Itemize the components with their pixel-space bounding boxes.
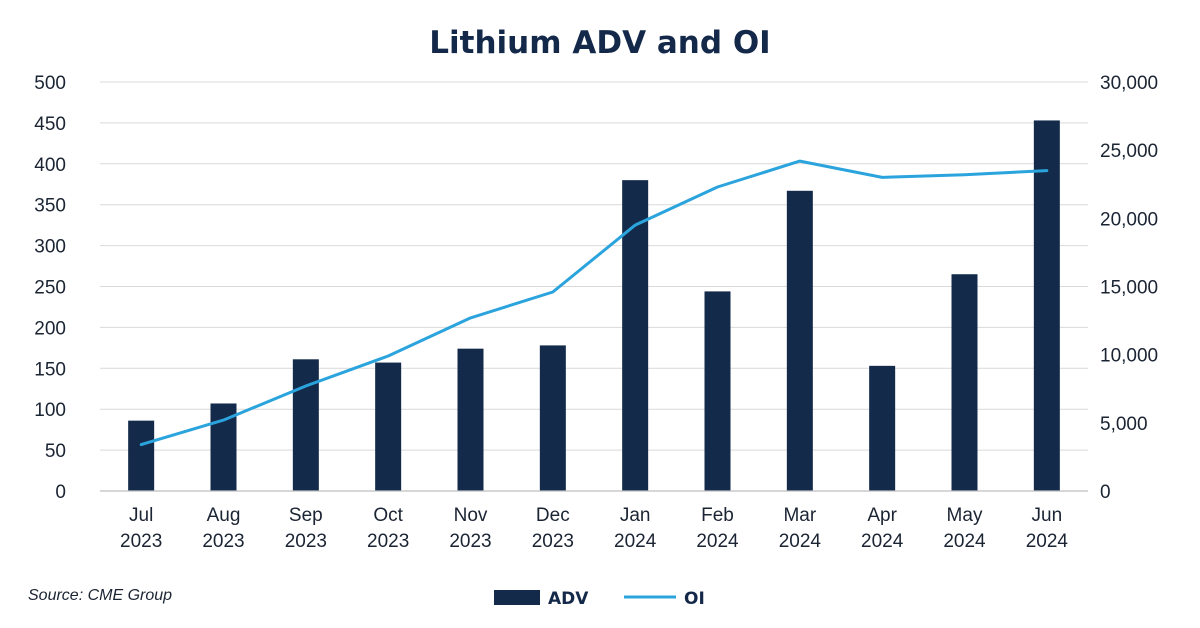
x-tick-label-month: Jun	[1032, 505, 1063, 526]
x-tick-label-year: 2023	[532, 531, 574, 552]
x-tick-label-year: 2023	[449, 531, 491, 552]
y-left-tick-label: 250	[34, 278, 66, 299]
y-left-tick-label: 350	[34, 196, 66, 217]
x-tick-label-month: May	[947, 505, 983, 526]
adv-bar	[951, 274, 978, 491]
y-right-tick-label: 30,000	[1100, 73, 1158, 94]
adv-bar	[869, 365, 896, 491]
oi-line-layer	[139, 159, 1049, 447]
y-right-tick-label: 5,000	[1100, 414, 1148, 435]
x-tick-label-year: 2024	[779, 531, 822, 552]
x-tick-label-month: Oct	[373, 505, 403, 526]
source-note: Source: CME Group	[28, 587, 172, 604]
x-tick-label-year: 2024	[696, 531, 739, 552]
x-tick-label-month: Dec	[536, 505, 570, 526]
y-left-tick-label: 300	[34, 237, 66, 258]
adv-bar	[539, 345, 566, 491]
x-tick-label-year: 2023	[120, 531, 162, 552]
y-left-tick-label: 450	[34, 114, 66, 135]
x-tick-label-year: 2023	[285, 531, 327, 552]
y-left-tick-label: 100	[34, 400, 66, 421]
y-left-tick-label: 150	[34, 359, 66, 380]
x-tick-label-month: Nov	[454, 505, 488, 526]
x-tick-label-year: 2024	[614, 531, 657, 552]
x-tick-label-year: 2023	[202, 531, 244, 552]
y-left-tick-label: 0	[55, 482, 66, 503]
x-tick-label-year: 2024	[861, 531, 904, 552]
chart-title: Lithium ADV and OI	[429, 25, 770, 61]
legend: ADV OI	[494, 589, 705, 609]
x-tick-label-month: Feb	[701, 505, 734, 526]
oi-line	[139, 159, 1049, 447]
y-left-tick-label: 50	[45, 441, 66, 462]
adv-bar	[457, 348, 484, 491]
y-left-tick-label: 400	[34, 155, 66, 176]
adv-bar	[375, 362, 402, 491]
y-left-tick-label: 500	[34, 73, 66, 94]
x-tick-label-month: Mar	[783, 505, 816, 526]
adv-bar	[1033, 120, 1060, 492]
adv-bars	[128, 120, 1060, 492]
x-tick-label-month: Jul	[129, 505, 153, 526]
adv-bar	[128, 420, 155, 491]
legend-oi-label: OI	[684, 589, 705, 609]
legend-adv-swatch	[494, 590, 540, 605]
y-right-tick-label: 10,000	[1100, 346, 1158, 367]
y-right-tick-label: 15,000	[1100, 278, 1158, 299]
gridlines	[100, 81, 1088, 451]
x-tick-label-year: 2024	[943, 531, 986, 552]
axes: 0 50 100 150 200 250 300 350 400 450 500 0 5,000 10,0…	[34, 73, 1158, 552]
adv-bar	[786, 190, 813, 491]
y-right-tick-label: 0	[1100, 482, 1111, 503]
x-tick-label-month: Sep	[289, 505, 323, 526]
y-right-tick-label: 25,000	[1100, 141, 1158, 162]
x-tick-label-month: Jan	[620, 505, 651, 526]
y-left-tick-label: 200	[34, 318, 66, 339]
x-tick-label-month: Apr	[867, 505, 897, 526]
x-tick-label-year: 2024	[1026, 531, 1069, 552]
adv-bar	[292, 359, 319, 491]
x-tick-label-month: Aug	[207, 505, 241, 526]
adv-bar	[704, 291, 731, 491]
x-tick-label-year: 2023	[367, 531, 409, 552]
y-right-tick-label: 20,000	[1100, 209, 1158, 230]
legend-adv-label: ADV	[548, 589, 589, 609]
